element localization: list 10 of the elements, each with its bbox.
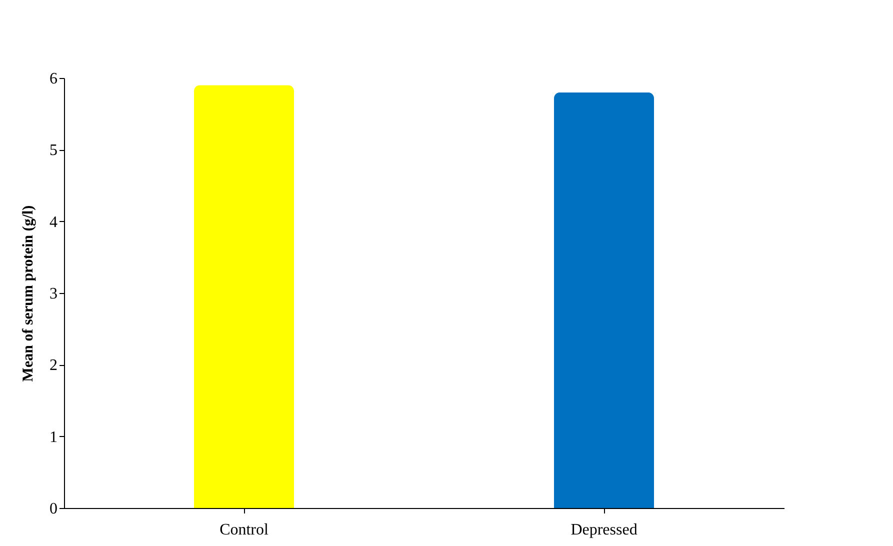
y-tick-label: 0	[50, 500, 58, 518]
y-tick-label: 1	[50, 428, 58, 446]
x-tick-label: Depressed	[570, 522, 638, 538]
y-tick-label: 3	[50, 286, 58, 302]
y-tick-label: 4	[50, 214, 58, 231]
x-tick-label: Control	[220, 522, 269, 538]
y-tick-label: 2	[50, 357, 58, 374]
y-axis-title: Mean of serum protein (g/l)	[20, 205, 36, 382]
y-tick-label: 6	[50, 70, 58, 88]
y-tick-label: 5	[50, 142, 58, 160]
